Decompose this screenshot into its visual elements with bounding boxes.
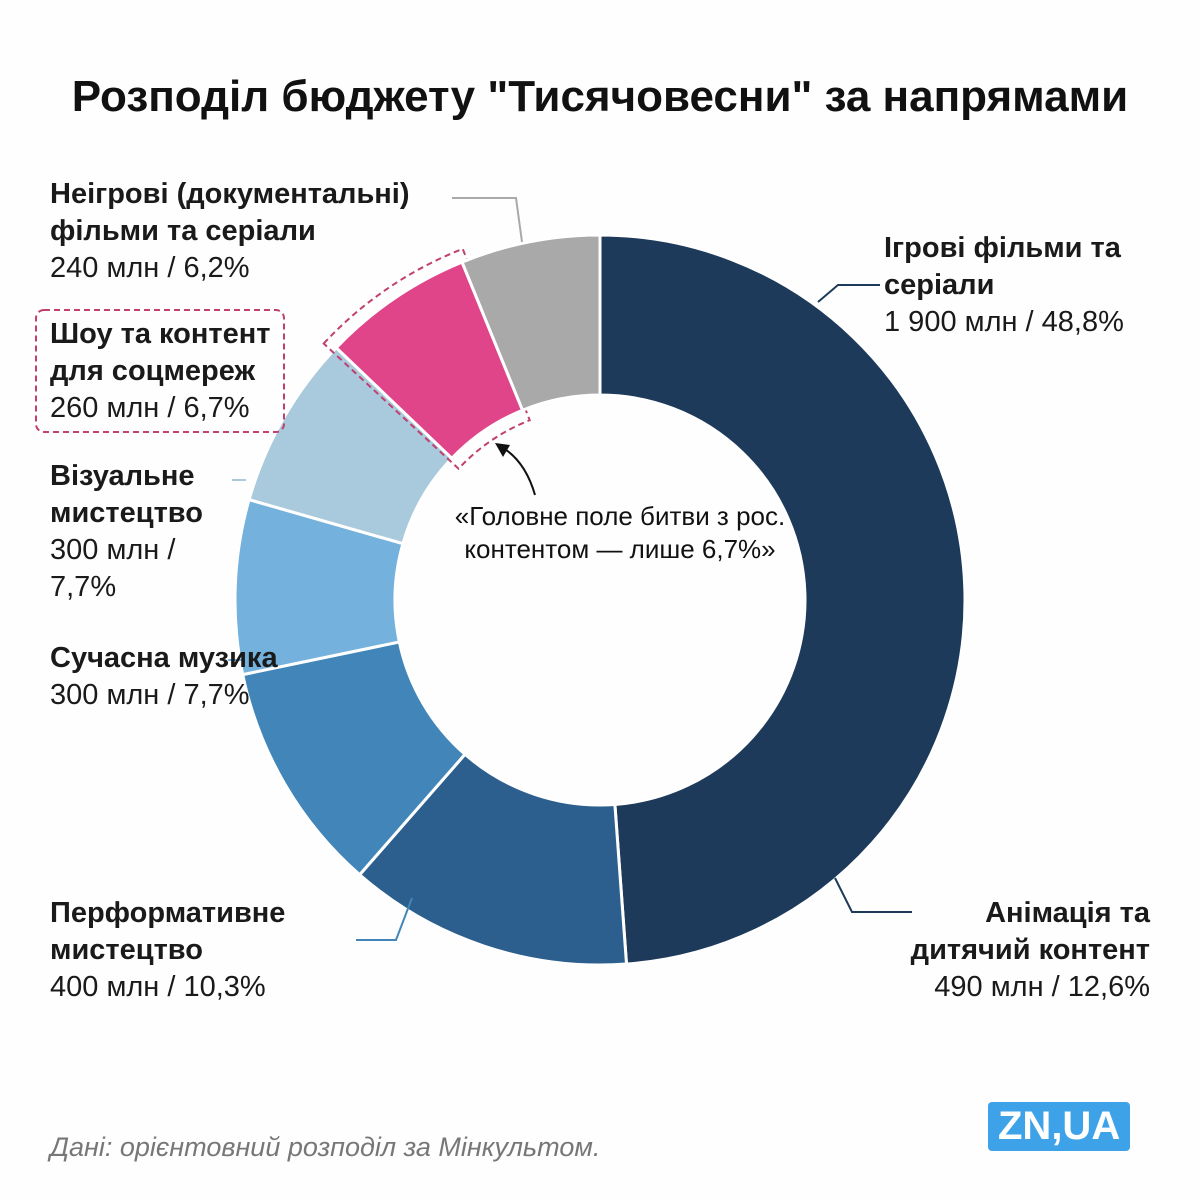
label: Шоу та контент для соцмереж 260 млн / 6,7… xyxy=(50,316,290,427)
label: Сучасна музика 300 млн / 7,7% xyxy=(50,640,280,714)
slice xyxy=(598,233,967,966)
chart-title: Розподіл бюджету "Тисячовесни" за напрям… xyxy=(71,72,1129,121)
leader xyxy=(356,897,413,941)
value-label: 240 млн / 6,2% xyxy=(50,252,250,284)
leader xyxy=(452,197,523,243)
category: Візуальне мистецтво xyxy=(50,460,203,529)
value-label: 400 млн / 10,3% xyxy=(50,971,266,1003)
arrow-head xyxy=(495,443,510,457)
source: Дані: орієнтовний розподіл за Мінкультом… xyxy=(50,1132,601,1162)
logo: ZN,UA xyxy=(988,1102,1131,1151)
value-label: 300 млн / 7,7% xyxy=(50,534,176,603)
label: Візуальне мистецтво 300 млн / 7,7% xyxy=(50,458,240,606)
slice xyxy=(357,752,629,967)
category: Анімація та дитячий контент xyxy=(910,897,1150,966)
label: Анімація та дитячий контент 490 млн / 12,… xyxy=(870,895,1150,1006)
category: Сучасна музика xyxy=(50,642,278,674)
value-label: 300 млн / 7,7% xyxy=(50,679,250,711)
label: Перформативне мистецтво 400 млн / 10,3% xyxy=(50,895,370,1006)
slice xyxy=(460,233,602,413)
highlight-box xyxy=(35,309,285,433)
category: Перформативне мистецтво xyxy=(50,897,286,966)
leader xyxy=(834,877,912,913)
annotation-arrow xyxy=(499,445,536,496)
label: Ігрові фільми та серіали 1 900 млн / 48,8… xyxy=(884,230,1174,341)
label: Неігрові (документальні) фільми та серіа… xyxy=(50,176,450,287)
value-label: 490 млн / 12,6% xyxy=(934,971,1150,1003)
value-label: 260 млн / 6,7% xyxy=(50,392,250,424)
value-label: 1 900 млн / 48,8% xyxy=(884,306,1124,338)
category: Неігрові (документальні) фільми та серіа… xyxy=(50,178,410,247)
category: Ігрові фільми та серіали xyxy=(884,232,1121,301)
leaders xyxy=(35,197,912,941)
slices xyxy=(233,233,967,967)
category: Шоу та контент для соцмереж xyxy=(50,318,271,387)
annotation: «Головне поле битви з рос. контентом — л… xyxy=(454,501,786,564)
leader xyxy=(817,284,880,303)
